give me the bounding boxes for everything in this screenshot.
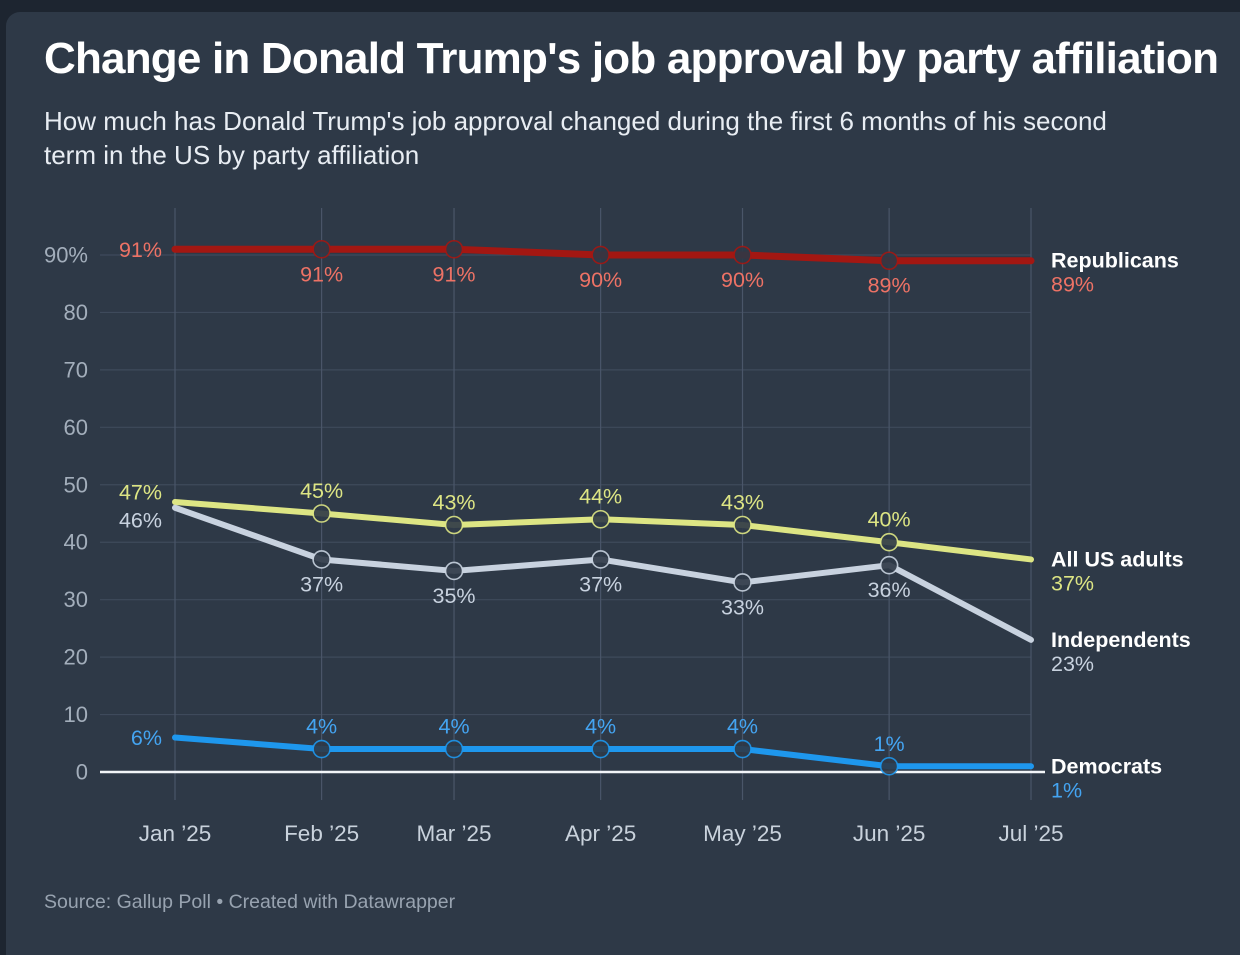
marker-all-us-adults	[879, 532, 899, 552]
marker-democrats	[312, 739, 331, 759]
data-label-independents: 36%	[868, 578, 911, 602]
legend-value-all-us-adults: 37%	[1051, 571, 1094, 595]
source-note: Source: Gallup Poll • Created with Dataw…	[44, 891, 456, 913]
data-label-republicans: 91%	[433, 262, 476, 286]
x-tick-label: Jan ’25	[139, 821, 212, 846]
legend-value-democrats: 1%	[1051, 778, 1082, 802]
x-tick-label: Apr ’25	[565, 821, 636, 846]
data-label-all-us-adults: 44%	[579, 485, 622, 509]
y-tick-label: 30	[64, 587, 88, 612]
data-label-democrats: 1%	[874, 732, 905, 756]
x-tick-label: May ’25	[703, 821, 782, 846]
legend-value-independents: 23%	[1051, 652, 1094, 676]
data-label-republicans: 91%	[119, 238, 162, 262]
marker-republicans	[733, 245, 752, 265]
legend-name-democrats: Democrats	[1051, 754, 1162, 778]
data-label-democrats: 4%	[306, 715, 337, 739]
data-label-republicans: 91%	[300, 262, 343, 286]
y-tick-label: 40	[64, 530, 88, 555]
data-label-republicans: 90%	[721, 268, 764, 292]
data-label-all-us-adults: 40%	[868, 508, 911, 532]
data-label-democrats: 6%	[131, 726, 162, 750]
data-label-independents: 46%	[119, 508, 162, 532]
marker-republicans	[312, 239, 331, 259]
marker-independents	[879, 555, 899, 575]
marker-all-us-adults	[591, 509, 610, 529]
data-label-democrats: 4%	[438, 715, 469, 739]
marker-independents	[444, 561, 464, 581]
data-label-democrats: 4%	[585, 715, 616, 739]
data-label-all-us-adults: 43%	[721, 490, 764, 514]
marker-democrats	[444, 739, 464, 759]
marker-democrats	[879, 756, 899, 776]
y-tick-label: 60	[64, 415, 88, 440]
marker-independents	[733, 573, 752, 592]
legend-name-independents: Independents	[1051, 628, 1191, 652]
data-label-all-us-adults: 43%	[433, 490, 476, 514]
y-tick-label: 80	[64, 300, 88, 325]
marker-republicans	[879, 251, 899, 271]
y-tick-label: 50	[64, 472, 88, 497]
data-label-all-us-adults: 45%	[300, 479, 343, 503]
chart-subtitle: How much has Donald Trump's job approval…	[44, 106, 1107, 170]
marker-independents	[591, 550, 610, 569]
marker-republicans	[444, 239, 464, 259]
marker-independents	[312, 550, 331, 569]
x-tick-label: Feb ’25	[284, 821, 359, 846]
marker-republicans	[591, 245, 610, 265]
data-label-republicans: 89%	[868, 274, 911, 298]
x-tick-label: Mar ’25	[417, 821, 492, 846]
legend-value-republicans: 89%	[1051, 273, 1094, 297]
legend-name-republicans: Republicans	[1051, 249, 1179, 273]
y-tick-label: 20	[64, 645, 88, 670]
marker-all-us-adults	[733, 515, 752, 535]
data-label-republicans: 90%	[579, 268, 622, 292]
data-label-independents: 37%	[300, 572, 343, 596]
x-tick-label: Jul ’25	[998, 821, 1063, 846]
y-tick-label: 70	[64, 357, 88, 382]
marker-all-us-adults	[444, 515, 464, 535]
y-tick-label: 90%	[44, 243, 88, 268]
x-tick-label: Jun ’25	[853, 821, 926, 846]
legend-name-all-us-adults: All US adults	[1051, 547, 1184, 571]
data-label-independents: 33%	[721, 595, 764, 619]
marker-democrats	[733, 739, 752, 759]
data-label-independents: 37%	[579, 572, 622, 596]
chart-title: Change in Donald Trump's job approval by…	[44, 34, 1219, 83]
data-label-independents: 35%	[433, 584, 476, 608]
marker-democrats	[591, 739, 610, 759]
marker-all-us-adults	[312, 504, 331, 523]
data-label-democrats: 4%	[727, 715, 758, 739]
data-label-all-us-adults: 47%	[119, 481, 162, 505]
chart-card	[6, 12, 1240, 955]
y-tick-label: 0	[76, 760, 88, 785]
y-tick-label: 10	[64, 702, 88, 727]
